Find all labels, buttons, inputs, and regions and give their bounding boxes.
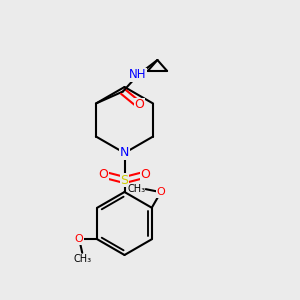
Text: O: O xyxy=(134,98,144,112)
Text: S: S xyxy=(121,173,128,187)
Text: N: N xyxy=(120,146,129,160)
Text: O: O xyxy=(75,234,84,244)
Text: NH: NH xyxy=(129,68,147,82)
Text: O: O xyxy=(156,187,165,197)
Text: CH₃: CH₃ xyxy=(73,254,91,264)
Text: O: O xyxy=(141,168,150,181)
Text: CH₃: CH₃ xyxy=(127,184,145,194)
Text: O: O xyxy=(99,168,108,181)
